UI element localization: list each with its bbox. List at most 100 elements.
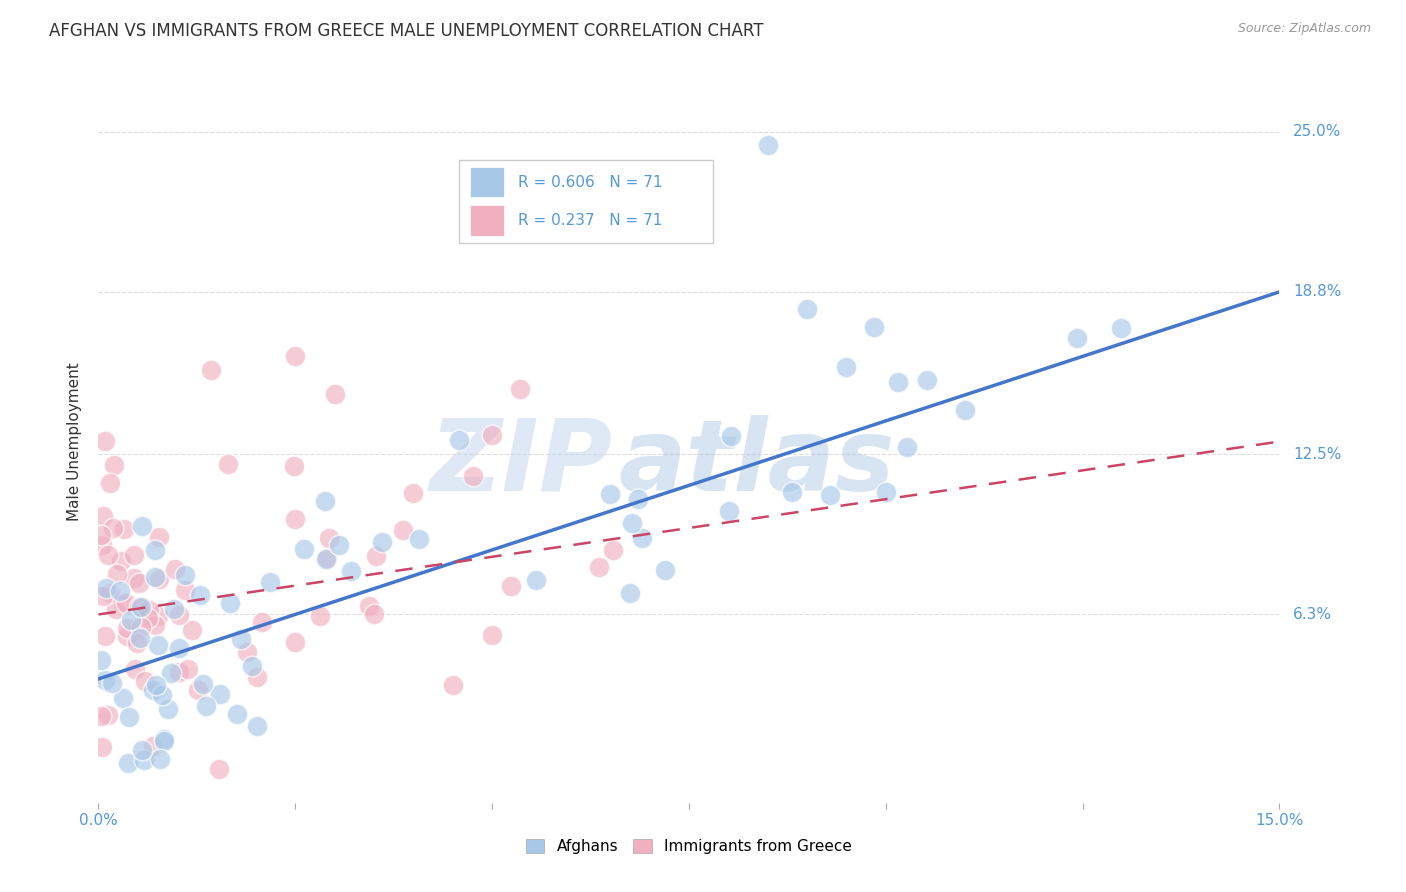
Point	[101, 676, 124, 690]
Point	[132, 753, 155, 767]
Point	[143, 617, 166, 632]
Point	[915, 373, 938, 387]
Point	[631, 531, 654, 545]
Text: Source: ZipAtlas.com: Source: ZipAtlas.com	[1237, 22, 1371, 36]
Point	[142, 682, 165, 697]
Point	[259, 574, 281, 589]
Point	[370, 535, 392, 549]
Point	[148, 531, 170, 545]
Point	[314, 494, 336, 508]
Point	[94, 434, 117, 449]
Point	[391, 523, 413, 537]
Point	[103, 458, 125, 473]
Point	[91, 509, 114, 524]
Point	[292, 542, 315, 557]
Point	[820, 488, 842, 502]
Point	[318, 532, 340, 546]
Point	[128, 599, 150, 614]
Text: AFGHAN VS IMMIGRANTS FROM GREECE MALE UNEMPLOYMENT CORRELATION CHART: AFGHAN VS IMMIGRANTS FROM GREECE MALE UN…	[49, 22, 763, 40]
Point	[250, 615, 273, 629]
Point	[1066, 331, 1088, 345]
Point	[218, 596, 240, 610]
Point	[524, 573, 547, 587]
Point	[128, 631, 150, 645]
Point	[122, 571, 145, 585]
Point	[138, 603, 160, 617]
FancyBboxPatch shape	[471, 205, 503, 235]
Point	[1109, 321, 1132, 335]
Point	[323, 387, 346, 401]
FancyBboxPatch shape	[471, 167, 503, 197]
Point	[149, 752, 172, 766]
Text: 12.5%: 12.5%	[1294, 447, 1341, 462]
Point	[481, 628, 503, 642]
Point	[110, 554, 132, 568]
Point	[122, 822, 145, 836]
Point	[94, 581, 117, 595]
Point	[131, 600, 153, 615]
Point	[94, 822, 117, 836]
Point	[176, 662, 198, 676]
Point	[143, 542, 166, 557]
Point	[145, 570, 167, 584]
Point	[94, 629, 117, 643]
Point	[118, 710, 141, 724]
Point	[340, 564, 363, 578]
Point	[128, 576, 150, 591]
Point	[153, 731, 176, 746]
Point	[588, 560, 610, 574]
Point	[509, 383, 531, 397]
Point	[599, 487, 621, 501]
Point	[627, 492, 650, 507]
Point	[145, 678, 167, 692]
Point	[402, 486, 425, 500]
Point	[208, 762, 231, 776]
Point	[111, 596, 134, 610]
Point	[110, 822, 132, 836]
Text: 6.3%: 6.3%	[1294, 607, 1333, 622]
Point	[217, 458, 239, 472]
Point	[315, 550, 337, 565]
Point	[835, 359, 858, 374]
Point	[796, 301, 818, 316]
Point	[90, 709, 112, 723]
Point	[148, 572, 170, 586]
Point	[150, 688, 173, 702]
Point	[718, 503, 741, 517]
Point	[875, 484, 897, 499]
Point	[165, 562, 187, 576]
Text: R = 0.237   N = 71: R = 0.237 N = 71	[517, 213, 662, 228]
Point	[315, 552, 337, 566]
Point	[122, 549, 145, 563]
Text: ZIP: ZIP	[429, 415, 612, 512]
Point	[153, 734, 176, 748]
Point	[231, 632, 253, 647]
Point	[131, 620, 153, 634]
Point	[441, 677, 464, 691]
Point	[98, 475, 121, 490]
Point	[101, 521, 124, 535]
Text: atlas: atlas	[619, 415, 894, 512]
Point	[96, 548, 118, 562]
Point	[191, 677, 214, 691]
Point	[187, 682, 209, 697]
Point	[246, 718, 269, 732]
Point	[620, 516, 643, 531]
Point	[284, 634, 307, 648]
Text: R = 0.606   N = 71: R = 0.606 N = 71	[517, 175, 662, 190]
Point	[91, 739, 114, 754]
Point	[602, 543, 624, 558]
Point	[359, 599, 381, 614]
Point	[91, 589, 114, 603]
Point	[245, 670, 267, 684]
Point	[283, 458, 305, 473]
Point	[115, 629, 138, 643]
Point	[896, 441, 918, 455]
Point	[863, 319, 886, 334]
Point	[284, 350, 307, 364]
Point	[117, 756, 139, 770]
Point	[447, 433, 470, 447]
Point	[167, 641, 190, 656]
Point	[654, 563, 676, 577]
Point	[887, 375, 910, 389]
